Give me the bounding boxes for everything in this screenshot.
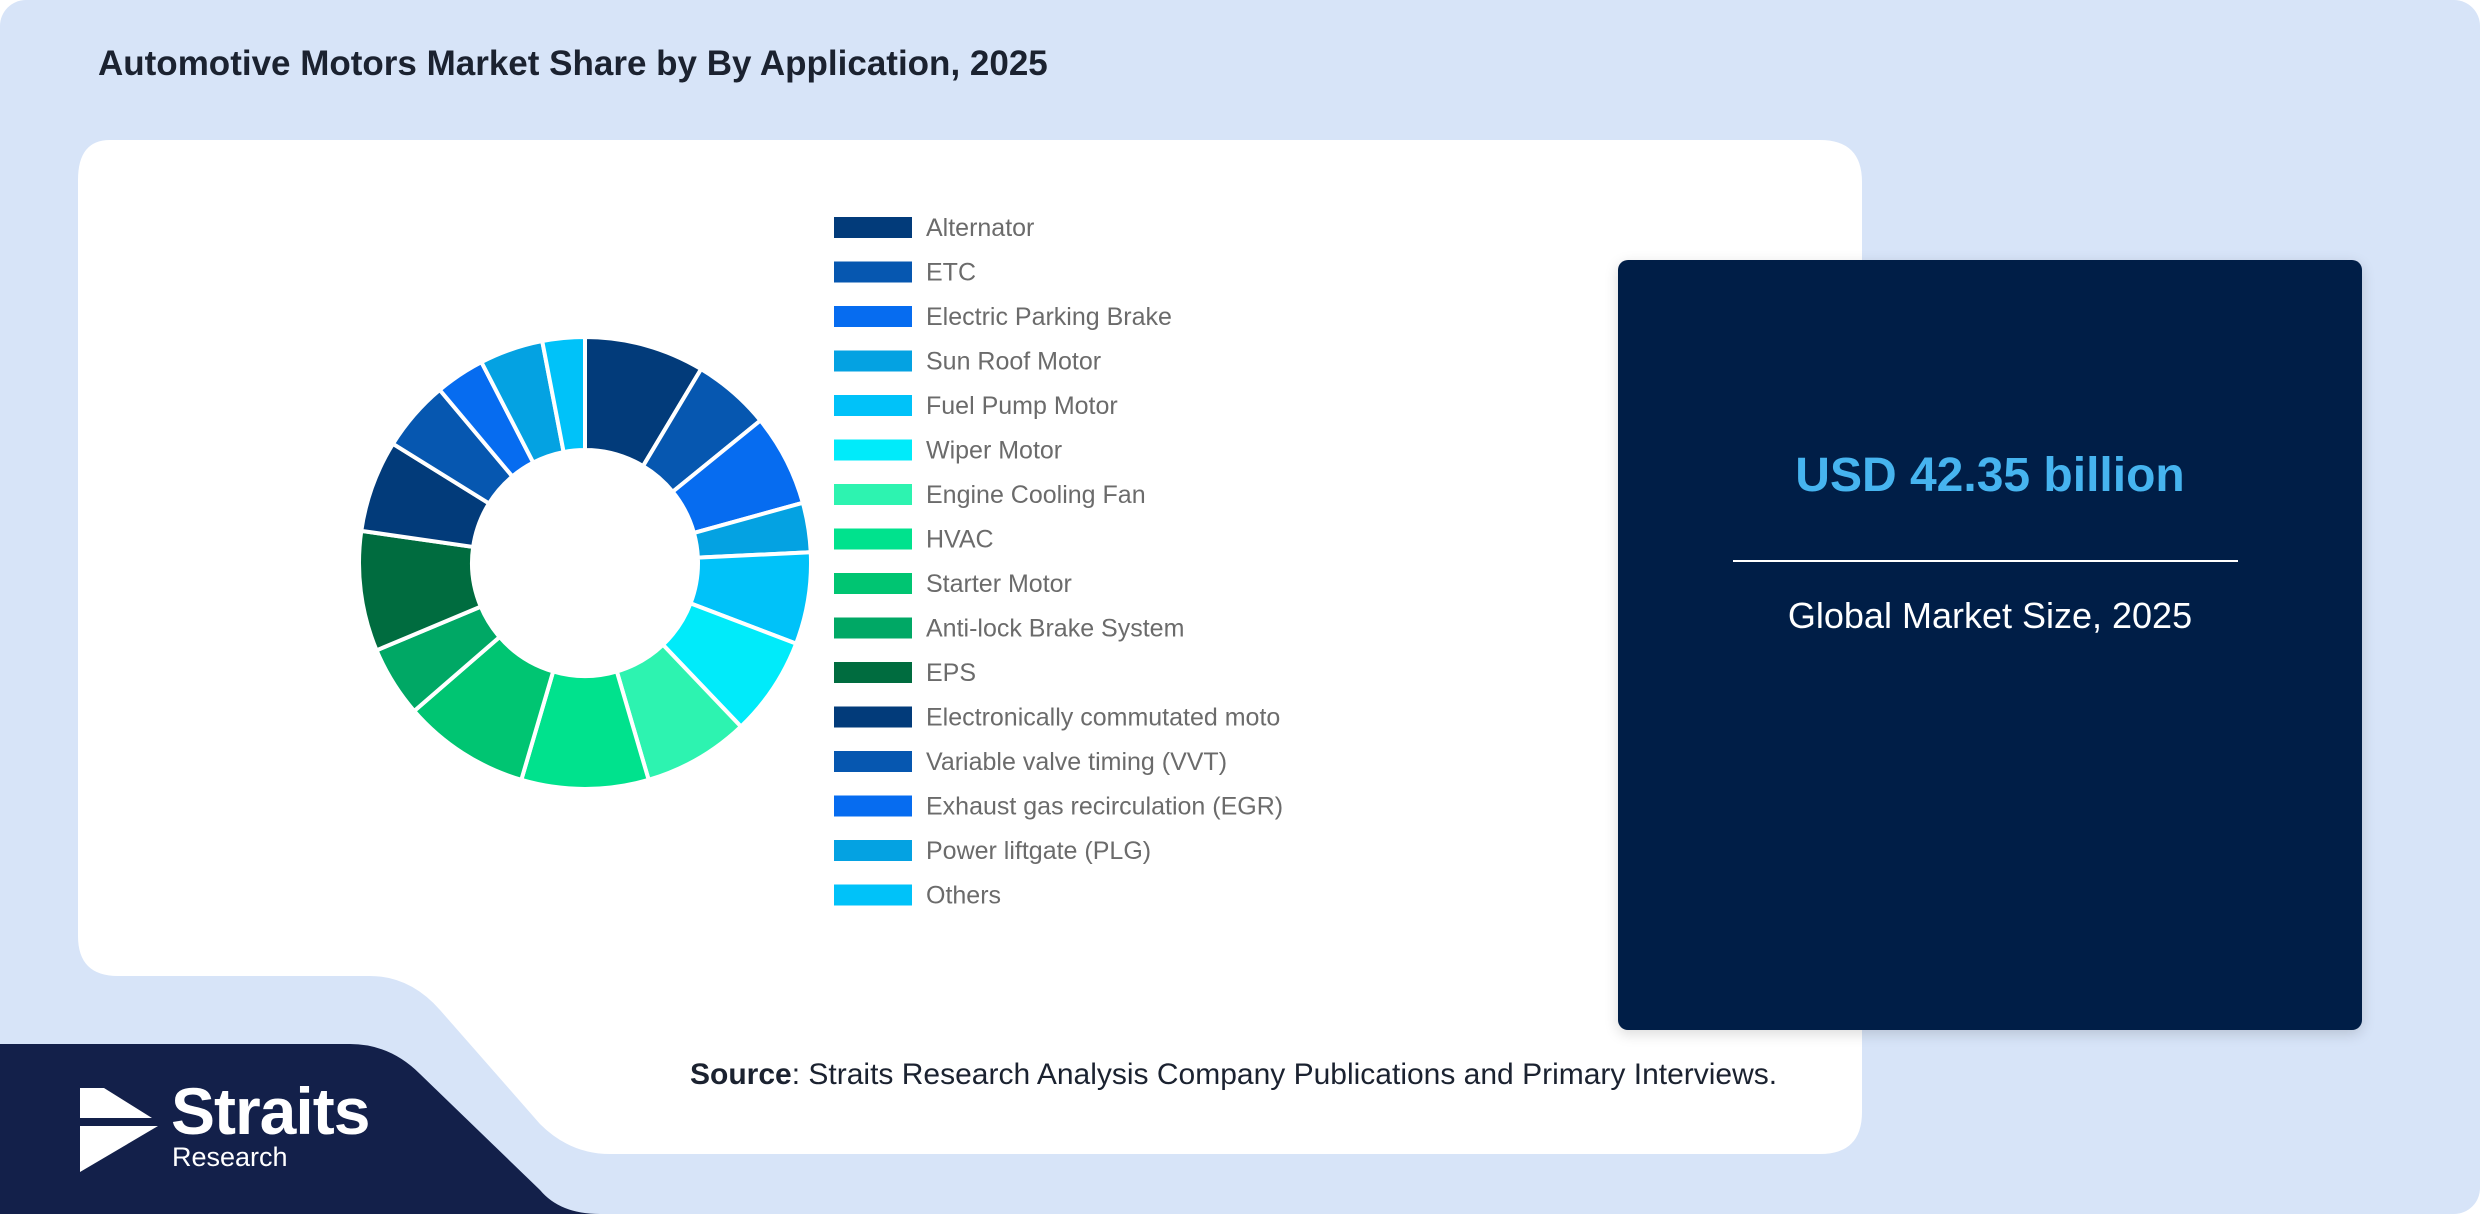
legend-swatch-13: [834, 751, 912, 772]
legend-swatch-15: [834, 840, 912, 861]
legend-label-16: Others: [926, 882, 1001, 910]
legend-label-11: EPS: [926, 659, 976, 687]
legend-swatch-9: [834, 573, 912, 594]
legend-swatch-14: [834, 795, 912, 817]
legend-label-12: Electronically commutated moto: [926, 704, 1280, 732]
legend-label-4: Sun Roof Motor: [926, 348, 1101, 376]
legend-label-14: Exhaust gas recirculation (EGR): [926, 793, 1283, 821]
legend-label-7: Engine Cooling Fan: [926, 481, 1146, 509]
legend-label-5: Fuel Pump Motor: [926, 392, 1118, 420]
legend-swatch-16: [834, 884, 912, 906]
legend-swatch-3: [834, 306, 912, 327]
market-divider: [1733, 560, 2238, 562]
source-label: Source: [690, 1058, 792, 1091]
market-size-panel: USD 42.35 billion Global Market Size, 20…: [1618, 260, 2362, 1030]
market-size-label: Global Market Size, 2025: [1787, 595, 2193, 636]
legend-swatch-4: [834, 350, 912, 372]
legend-label-2: ETC: [926, 259, 976, 287]
logo-mark-icon: [80, 1088, 152, 1118]
donut-slice-16: [539, 334, 587, 455]
chart-legend: Alternator ETC Electric Parking Brake Sun R…: [834, 214, 1283, 910]
logo-subtitle: Research: [172, 1142, 288, 1172]
legend-label-1: Alternator: [926, 214, 1034, 242]
legend-swatch-1: [834, 217, 912, 238]
legend-label-8: HVAC: [926, 526, 994, 554]
logo-wordmark: Straits: [171, 1074, 370, 1148]
source-text: : Straits Research Analysis Company Publ…: [791, 1058, 1778, 1091]
legend-label-9: Starter Motor: [926, 570, 1072, 598]
donut-slices: [357, 334, 813, 791]
legend-swatch-12: [834, 706, 912, 728]
legend-swatch-2: [834, 261, 912, 283]
legend-swatch-5: [834, 395, 912, 416]
legend-swatch-7: [834, 484, 912, 505]
legend-label-13: Variable valve timing (VVT): [926, 748, 1227, 776]
legend-swatch-6: [834, 439, 912, 461]
legend-label-10: Anti-lock Brake System: [926, 615, 1184, 643]
legend-swatch-11: [834, 662, 912, 683]
legend-label-3: Electric Parking Brake: [926, 303, 1172, 331]
legend-label-6: Wiper Motor: [926, 437, 1062, 465]
source-note: Source: Straits Research Analysis Compan…: [690, 1058, 1777, 1092]
legend-label-15: Power liftgate (PLG): [926, 837, 1151, 865]
legend-swatch-8: [834, 528, 912, 550]
legend-swatch-10: [834, 617, 912, 639]
market-size-value: USD 42.35 billion: [1795, 449, 2185, 502]
chart-title: Automotive Motors Market Share by By App…: [98, 44, 1048, 83]
